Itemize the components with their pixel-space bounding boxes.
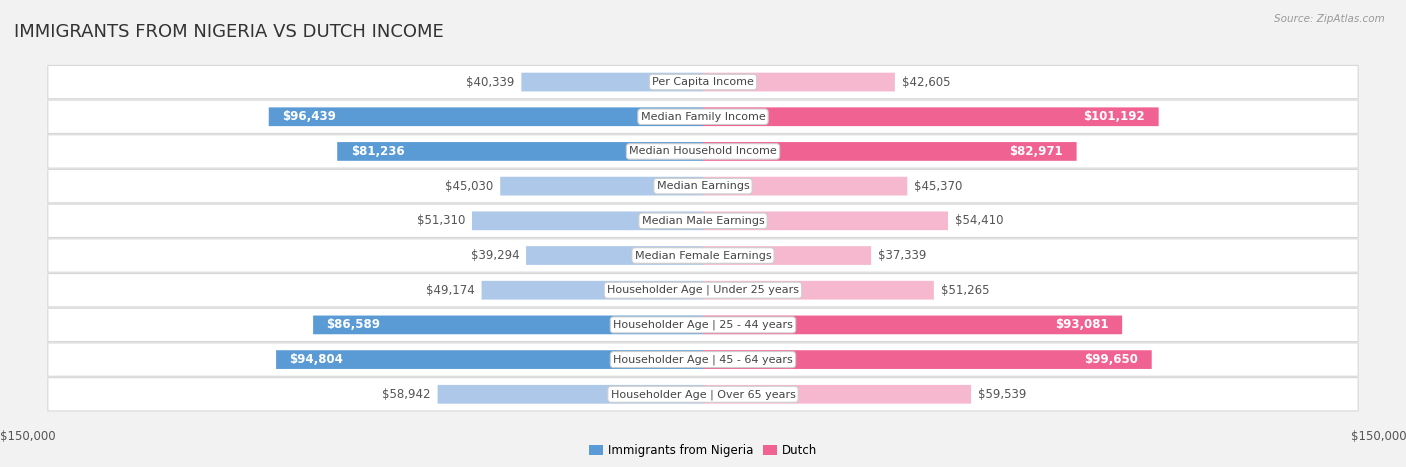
FancyBboxPatch shape [269,107,703,126]
Text: $82,971: $82,971 [1010,145,1063,158]
FancyBboxPatch shape [48,343,1358,376]
FancyBboxPatch shape [48,239,1358,272]
Text: Median Household Income: Median Household Income [628,147,778,156]
Text: Median Male Earnings: Median Male Earnings [641,216,765,226]
FancyBboxPatch shape [48,308,1358,341]
Legend: Immigrants from Nigeria, Dutch: Immigrants from Nigeria, Dutch [585,439,821,462]
Text: $96,439: $96,439 [283,110,336,123]
FancyBboxPatch shape [703,350,1152,369]
Text: $54,410: $54,410 [955,214,1004,227]
FancyBboxPatch shape [48,135,1358,168]
FancyBboxPatch shape [703,177,907,196]
Text: $59,539: $59,539 [977,388,1026,401]
FancyBboxPatch shape [48,65,1358,99]
FancyBboxPatch shape [501,177,703,196]
FancyBboxPatch shape [276,350,703,369]
FancyBboxPatch shape [48,204,1358,238]
Text: $86,589: $86,589 [326,318,381,332]
Text: Median Family Income: Median Family Income [641,112,765,122]
Text: Source: ZipAtlas.com: Source: ZipAtlas.com [1274,14,1385,24]
FancyBboxPatch shape [522,73,703,92]
FancyBboxPatch shape [472,212,703,230]
Text: Median Earnings: Median Earnings [657,181,749,191]
Text: $101,192: $101,192 [1084,110,1144,123]
Text: Per Capita Income: Per Capita Income [652,77,754,87]
Text: Median Female Earnings: Median Female Earnings [634,250,772,261]
FancyBboxPatch shape [437,385,703,403]
Text: $81,236: $81,236 [350,145,405,158]
Text: $93,081: $93,081 [1054,318,1108,332]
FancyBboxPatch shape [703,246,872,265]
FancyBboxPatch shape [314,316,703,334]
FancyBboxPatch shape [703,281,934,299]
FancyBboxPatch shape [703,107,1159,126]
Text: IMMIGRANTS FROM NIGERIA VS DUTCH INCOME: IMMIGRANTS FROM NIGERIA VS DUTCH INCOME [14,23,444,42]
Text: Householder Age | Under 25 years: Householder Age | Under 25 years [607,285,799,296]
FancyBboxPatch shape [337,142,703,161]
Text: $40,339: $40,339 [467,76,515,89]
Text: $94,804: $94,804 [290,353,343,366]
Text: Householder Age | Over 65 years: Householder Age | Over 65 years [610,389,796,400]
FancyBboxPatch shape [48,274,1358,307]
FancyBboxPatch shape [703,73,894,92]
Text: $42,605: $42,605 [901,76,950,89]
FancyBboxPatch shape [482,281,703,299]
Text: $45,370: $45,370 [914,180,963,192]
Text: $51,265: $51,265 [941,284,988,297]
FancyBboxPatch shape [48,100,1358,134]
Text: $58,942: $58,942 [382,388,430,401]
Text: $99,650: $99,650 [1084,353,1139,366]
FancyBboxPatch shape [703,142,1077,161]
FancyBboxPatch shape [703,316,1122,334]
Text: Householder Age | 45 - 64 years: Householder Age | 45 - 64 years [613,354,793,365]
Text: Householder Age | 25 - 44 years: Householder Age | 25 - 44 years [613,319,793,330]
Text: $49,174: $49,174 [426,284,475,297]
Text: $37,339: $37,339 [877,249,927,262]
Text: $51,310: $51,310 [416,214,465,227]
FancyBboxPatch shape [703,212,948,230]
FancyBboxPatch shape [526,246,703,265]
Text: $45,030: $45,030 [446,180,494,192]
FancyBboxPatch shape [48,170,1358,203]
FancyBboxPatch shape [48,378,1358,411]
FancyBboxPatch shape [703,385,972,403]
Text: $39,294: $39,294 [471,249,519,262]
